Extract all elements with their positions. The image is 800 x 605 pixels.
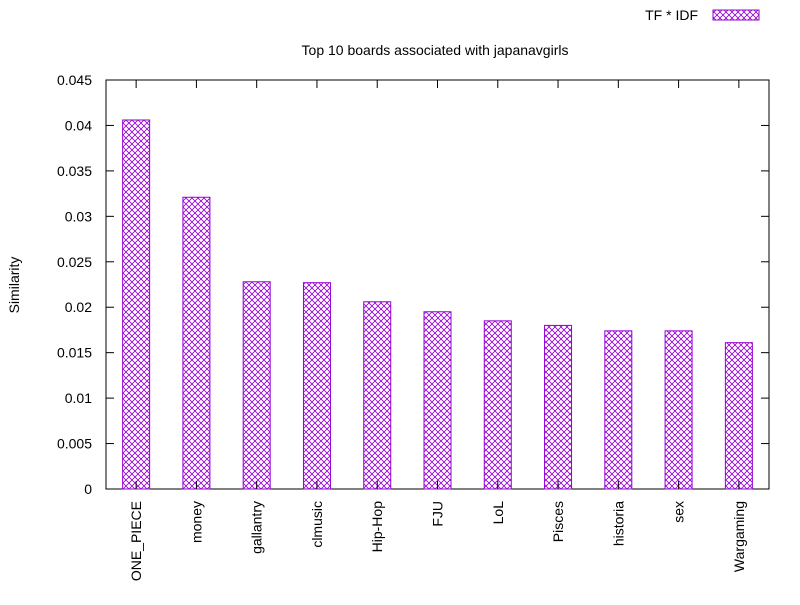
legend: TF * IDF xyxy=(645,7,760,23)
y-tick-label: 0.015 xyxy=(57,345,92,361)
bar-wargaming xyxy=(724,342,753,490)
y-tick-label: 0.005 xyxy=(57,436,92,452)
x-tick-label: sex xyxy=(671,501,687,523)
x-tick-label: LoL xyxy=(490,501,506,525)
bar-one-piece xyxy=(122,119,151,490)
bar-fju xyxy=(423,311,452,490)
legend-swatch xyxy=(712,9,760,21)
x-tick-label: Wargaming xyxy=(731,501,747,572)
x-tick-label: Hip-Hop xyxy=(369,501,385,553)
y-tick-label: 0.035 xyxy=(57,163,92,179)
x-tick-label: ONE_PIECE xyxy=(128,501,144,581)
y-tick-label: 0.04 xyxy=(65,117,92,133)
bar-gallantry xyxy=(242,281,271,490)
chart-title: Top 10 boards associated with japanavgir… xyxy=(302,42,569,58)
y-axis: 0 0.005 0.01 0.015 0.02 0.025 0.03 0.035 0.04 0.0… xyxy=(57,72,769,497)
y-tick-label: 0.01 xyxy=(65,390,92,406)
y-tick-label: 0.045 xyxy=(57,72,92,88)
legend-label: TF * IDF xyxy=(645,7,698,23)
x-tick-label: clmusic xyxy=(309,501,325,548)
bar-money xyxy=(182,196,211,490)
bar-sex xyxy=(664,330,693,490)
x-axis: ONE_PIECE money gallantry clmusic Hip-Hop FJU… xyxy=(128,80,747,581)
bar-clmusic xyxy=(302,282,331,490)
y-tick-label: 0.02 xyxy=(65,299,92,315)
x-tick-label: gallantry xyxy=(249,501,265,554)
bars xyxy=(122,119,753,490)
bar-hip-hop xyxy=(363,301,392,490)
bar-pisces xyxy=(544,324,573,490)
y-tick-label: 0.025 xyxy=(57,254,92,270)
bar-lol xyxy=(483,320,512,490)
x-tick-label: historia xyxy=(610,501,626,546)
x-tick-label: money xyxy=(188,501,204,543)
x-tick-label: Pisces xyxy=(550,501,566,542)
y-tick-label: 0 xyxy=(84,481,92,497)
x-tick-label: FJU xyxy=(430,501,446,527)
bar-historia xyxy=(604,330,633,490)
y-tick-label: 0.03 xyxy=(65,208,92,224)
y-axis-label: Similarity xyxy=(6,257,22,314)
